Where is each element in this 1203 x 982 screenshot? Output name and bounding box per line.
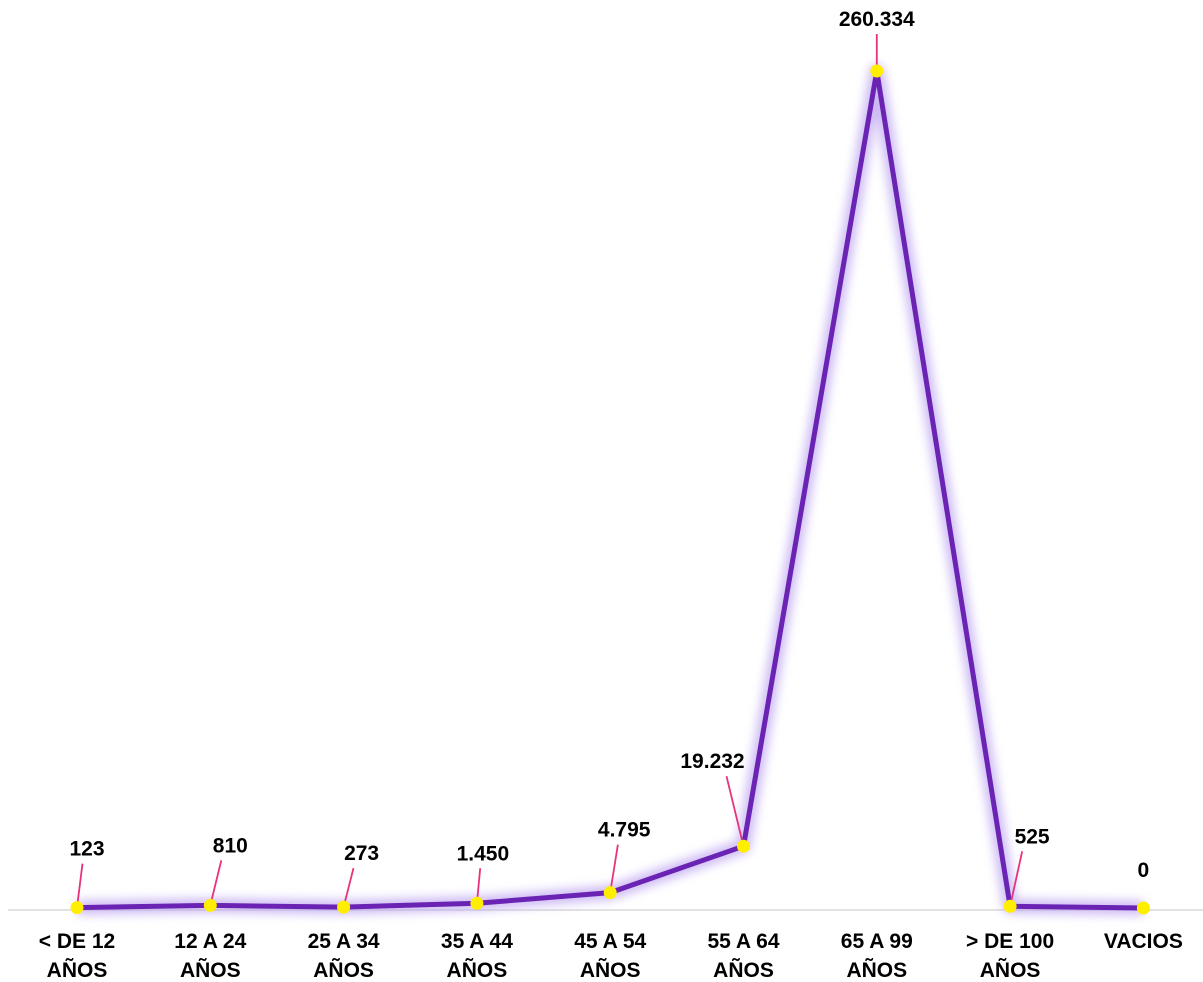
x-tick-label-line: > DE 100 xyxy=(966,930,1054,953)
data-label: 123 xyxy=(69,838,104,861)
x-tick-label: 25 A 34 AÑOS xyxy=(308,930,380,982)
x-tick-label-line: AÑOS xyxy=(846,959,907,982)
x-tick-label-line: 45 A 54 xyxy=(574,930,646,953)
leader-line xyxy=(1009,851,1024,907)
data-point-marker xyxy=(603,886,617,900)
data-label: 273 xyxy=(344,842,379,865)
data-point-marker xyxy=(737,839,750,853)
data-point-marker xyxy=(70,901,84,915)
x-tick-label: 65 A 99 AÑOS xyxy=(841,930,913,982)
data-label: 1.450 xyxy=(457,842,510,865)
data-markers xyxy=(70,64,1150,915)
x-tick-label-line: < DE 12 xyxy=(39,930,115,953)
leader-line xyxy=(76,863,84,908)
x-tick-label-line: AÑOS xyxy=(313,959,374,982)
x-tick-label: 35 A 44 AÑOS xyxy=(441,930,513,982)
data-label: 19.232 xyxy=(680,750,744,773)
x-tick-label-line: AÑOS xyxy=(980,959,1041,982)
data-label: 260.334 xyxy=(839,8,915,31)
leader-lines xyxy=(76,34,1024,908)
leader-line xyxy=(609,844,619,893)
x-tick-label: 55 A 64 AÑOS xyxy=(708,930,780,982)
x-tick-label: < DE 12 AÑOS xyxy=(39,930,115,982)
x-tick-label-line: 12 A 24 xyxy=(174,930,246,953)
x-tick-label: > DE 100 AÑOS xyxy=(966,930,1054,982)
data-point-marker xyxy=(1003,899,1017,913)
data-point-marker xyxy=(337,900,351,914)
x-tick-label-line: AÑOS xyxy=(713,959,774,982)
data-point-marker xyxy=(203,898,217,912)
data-point-marker xyxy=(870,64,884,78)
data-label: 0 xyxy=(1138,859,1150,882)
x-tick-label-line: AÑOS xyxy=(47,959,108,982)
x-tick-label: 45 A 54 AÑOS xyxy=(574,930,646,982)
data-label: 4.795 xyxy=(598,819,651,842)
data-point-marker xyxy=(470,896,484,910)
data-label: 810 xyxy=(213,834,248,857)
data-labels: 123 810 273 1.450 4.795 19.232 260.334 525 0 xyxy=(69,8,1149,882)
data-label: 525 xyxy=(1015,825,1050,848)
series-glow-path xyxy=(76,64,1144,915)
leader-line xyxy=(342,867,355,908)
x-tick-label-line: 35 A 44 xyxy=(441,930,513,953)
x-tick-label: VACIOS xyxy=(1104,930,1183,953)
data-point-marker xyxy=(1136,901,1150,915)
leader-line xyxy=(209,860,223,906)
x-tick-label-line: 55 A 64 xyxy=(708,930,780,953)
leader-line xyxy=(725,775,745,847)
x-tick-label: 12 A 24 AÑOS xyxy=(174,930,246,982)
x-tick-label-line: AÑOS xyxy=(180,959,241,982)
x-tick-label-line: AÑOS xyxy=(447,959,508,982)
x-tick-label-line: 25 A 34 xyxy=(308,930,380,953)
x-tick-label-line: 65 A 99 xyxy=(841,930,913,953)
x-tick-label-line: AÑOS xyxy=(580,959,641,982)
x-tick-label-line: VACIOS xyxy=(1104,930,1183,953)
series-glow xyxy=(76,64,1144,915)
